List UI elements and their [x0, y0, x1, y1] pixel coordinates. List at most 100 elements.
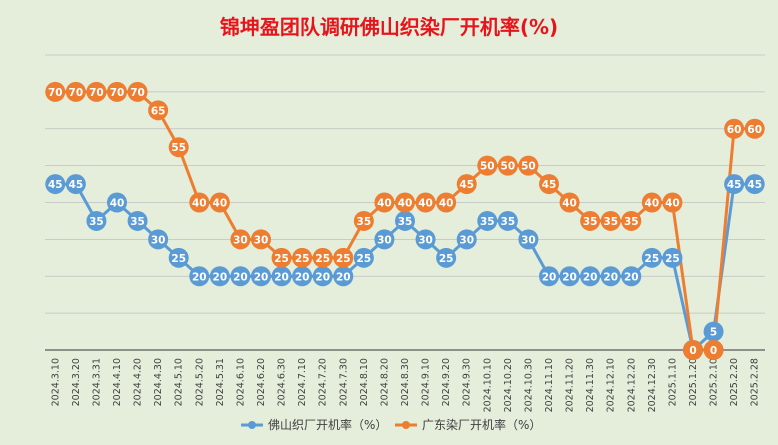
data-label-series-1: 35	[603, 216, 618, 228]
data-label-series-1: 40	[213, 198, 228, 210]
data-point-series-1	[415, 192, 436, 213]
data-label-series-1: 40	[645, 198, 660, 210]
data-label-series-1: 40	[192, 198, 207, 210]
data-label-series-0: 25	[439, 253, 454, 265]
data-label-series-1: 0	[689, 345, 696, 357]
data-point-series-1	[65, 81, 86, 102]
data-point-series-0	[662, 247, 683, 268]
data-point-series-0	[86, 210, 107, 231]
data-label-series-1: 50	[501, 161, 516, 173]
data-point-series-0	[107, 192, 127, 213]
x-tick-label: 2024.7.10	[297, 358, 308, 406]
legend-label-guangdong: 广东染厂开机率（%）	[422, 417, 541, 432]
chart-title: 锦坤盈团队调研佛山织染厂开机率(%)	[220, 15, 558, 39]
data-point-series-0	[415, 229, 436, 250]
data-point-series-0	[518, 229, 539, 250]
data-point-series-0	[312, 266, 333, 287]
data-label-series-1: 70	[89, 87, 104, 99]
data-label-series-0: 20	[192, 271, 207, 283]
data-point-series-1	[662, 192, 683, 213]
data-point-series-0	[209, 266, 230, 287]
data-label-series-0: 35	[480, 216, 495, 228]
data-label-series-1: 25	[336, 253, 351, 265]
data-point-series-1	[703, 340, 724, 360]
data-label-series-0: 30	[459, 234, 474, 246]
x-tick-label: 2024.11.10	[544, 358, 555, 412]
x-tick-label: 2025.2.28	[750, 358, 761, 406]
series-layer: 45 45 35 40 35 30 25 20 20 20 20 20 20 20 20 25 30 35 30 25…	[45, 81, 765, 360]
data-point-series-0	[580, 266, 601, 287]
data-point-series-1	[683, 340, 703, 360]
data-label-series-0: 20	[254, 271, 269, 283]
data-point-series-0	[292, 266, 313, 287]
data-point-series-1	[477, 155, 498, 176]
x-tick-label: 2024.4.30	[153, 358, 164, 406]
data-label-series-1: 35	[357, 216, 372, 228]
data-label-series-1: 55	[171, 142, 186, 154]
data-label-series-0: 45	[69, 179, 84, 191]
x-tick-label: 2024.10.10	[482, 358, 493, 412]
data-label-series-1: 60	[747, 124, 762, 136]
data-point-series-0	[641, 247, 662, 268]
x-tick-label: 2024.12.10	[606, 358, 617, 412]
data-label-series-1: 70	[48, 87, 63, 99]
data-label-series-1: 65	[151, 105, 166, 117]
data-label-series-1: 70	[69, 87, 84, 99]
data-label-series-1: 40	[418, 198, 433, 210]
data-label-series-1: 40	[562, 198, 577, 210]
x-tick-label: 2024.9.20	[441, 358, 452, 406]
x-tick-label: 2025.2.10	[709, 358, 720, 406]
x-tick-layer: 2024.3.10 2024.3.20 2024.3.31 2024.4.10 2024…	[50, 358, 760, 412]
x-tick-label: 2024.6.30	[277, 358, 288, 406]
data-label-series-1: 40	[439, 198, 454, 210]
data-point-series-0	[621, 266, 642, 287]
data-label-series-1: 25	[315, 253, 330, 265]
data-point-series-1	[148, 100, 169, 121]
data-label-series-1: 40	[377, 198, 392, 210]
data-point-series-0	[45, 174, 66, 195]
data-point-series-1	[580, 210, 601, 231]
data-label-series-0: 25	[665, 253, 680, 265]
data-label-series-1: 40	[665, 198, 680, 210]
data-label-series-0: 20	[583, 271, 598, 283]
data-label-series-0: 5	[710, 327, 717, 339]
data-label-series-0: 20	[213, 271, 228, 283]
data-point-series-0	[600, 266, 621, 287]
data-label-series-0: 20	[274, 271, 289, 283]
data-label-series-0: 20	[562, 271, 577, 283]
data-point-series-1	[333, 247, 354, 268]
data-point-series-0	[271, 266, 292, 287]
data-point-series-1	[45, 81, 66, 102]
data-label-series-0: 35	[130, 216, 145, 228]
data-label-series-1: 50	[480, 161, 495, 173]
data-label-series-0: 20	[624, 271, 639, 283]
data-point-series-1	[86, 81, 107, 102]
data-point-series-0	[477, 210, 498, 231]
x-tick-label: 2024.9.10	[421, 358, 432, 406]
data-point-series-0	[436, 247, 457, 268]
x-tick-label: 2024.8.20	[379, 358, 390, 406]
legend-marker-guangdong	[402, 421, 410, 429]
x-tick-label: 2024.3.20	[71, 358, 82, 406]
data-label-series-0: 30	[521, 234, 536, 246]
data-label-series-1: 45	[542, 179, 557, 191]
x-tick-label: 2024.11.20	[565, 358, 576, 412]
data-point-series-0	[497, 210, 518, 231]
data-label-series-1: 25	[274, 253, 289, 265]
data-point-series-1	[168, 137, 189, 158]
data-point-series-0	[724, 174, 745, 195]
data-label-series-1: 35	[624, 216, 639, 228]
data-label-series-1: 30	[233, 234, 248, 246]
data-point-series-1	[312, 247, 333, 268]
x-tick-label: 2024.8.30	[400, 358, 411, 406]
x-tick-label: 2024.5.20	[194, 358, 205, 406]
x-tick-label: 2024.3.10	[50, 358, 61, 406]
data-label-series-0: 30	[377, 234, 392, 246]
legend-label-foshan: 佛山织厂开机率（%）	[268, 417, 387, 432]
data-label-series-1: 70	[130, 87, 145, 99]
data-point-series-0	[230, 266, 251, 287]
data-point-series-1	[189, 192, 210, 213]
data-point-series-1	[436, 192, 457, 213]
x-tick-label: 2024.9.30	[462, 358, 473, 406]
